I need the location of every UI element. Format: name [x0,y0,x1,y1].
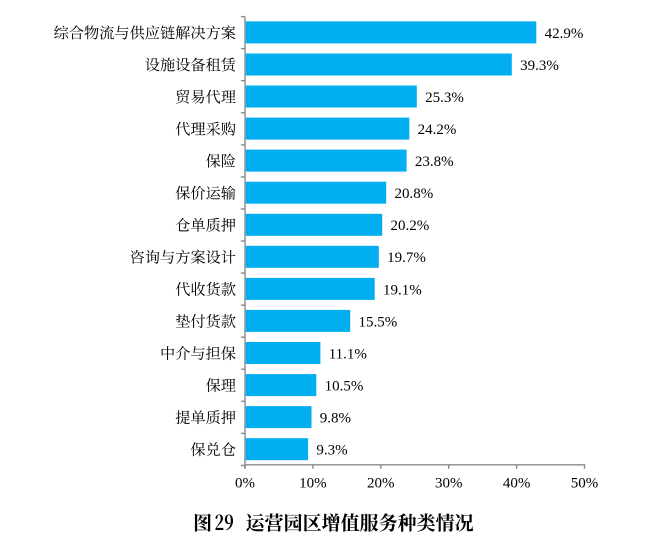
svg-text:23.8%: 23.8% [415,154,454,170]
svg-text:15.5%: 15.5% [359,314,398,330]
svg-text:50%: 50% [571,476,599,492]
svg-text:19.1%: 19.1% [383,282,422,298]
svg-text:20%: 20% [367,476,395,492]
svg-text:20.8%: 20.8% [395,186,434,202]
svg-text:40%: 40% [503,476,531,492]
svg-text:9.8%: 9.8% [320,411,351,427]
svg-text:19.7%: 19.7% [387,250,426,266]
svg-text:9.3%: 9.3% [316,443,347,459]
svg-text:10.5%: 10.5% [325,378,364,394]
svg-text:30%: 30% [435,476,463,492]
svg-text:42.9%: 42.9% [545,26,584,42]
svg-text:20.2%: 20.2% [391,218,430,234]
svg-text:0%: 0% [235,476,255,492]
svg-text:10%: 10% [299,476,327,492]
svg-text:25.3%: 25.3% [425,90,464,106]
svg-text:11.1%: 11.1% [329,346,367,362]
svg-text:24.2%: 24.2% [418,122,457,138]
svg-text:39.3%: 39.3% [520,58,559,74]
